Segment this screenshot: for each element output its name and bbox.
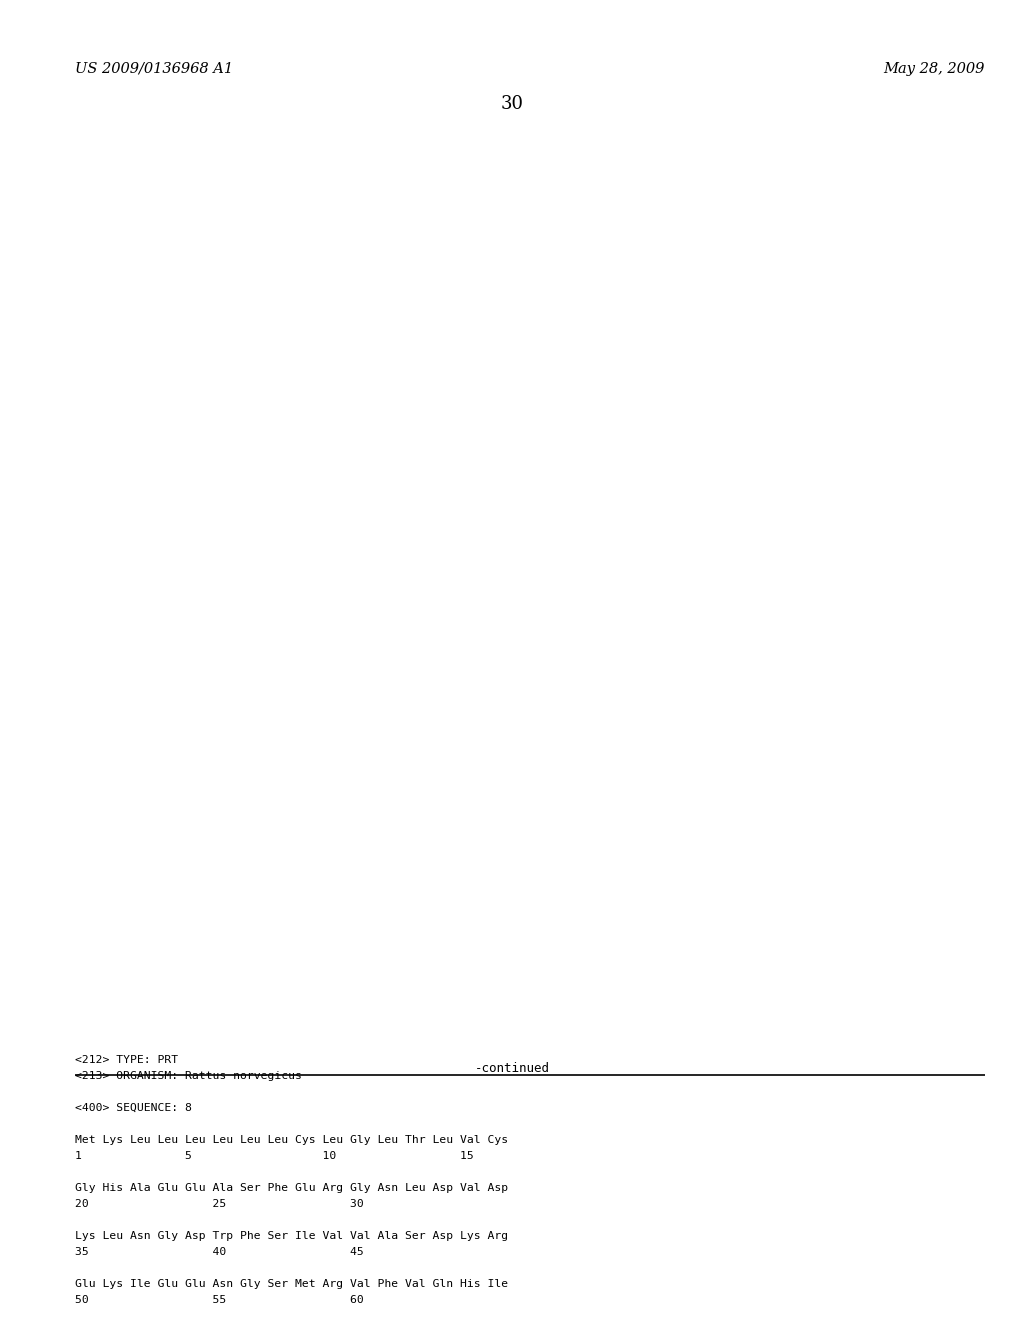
Text: <213> ORGANISM: Rattus norvegicus: <213> ORGANISM: Rattus norvegicus bbox=[75, 1071, 302, 1081]
Text: US 2009/0136968 A1: US 2009/0136968 A1 bbox=[75, 62, 233, 77]
Text: 35                  40                  45: 35 40 45 bbox=[75, 1246, 364, 1257]
Text: <400> SEQUENCE: 8: <400> SEQUENCE: 8 bbox=[75, 1104, 191, 1113]
Text: <212> TYPE: PRT: <212> TYPE: PRT bbox=[75, 1055, 178, 1065]
Text: Lys Leu Asn Gly Asp Trp Phe Ser Ile Val Val Ala Ser Asp Lys Arg: Lys Leu Asn Gly Asp Trp Phe Ser Ile Val … bbox=[75, 1230, 508, 1241]
Text: 20                  25                  30: 20 25 30 bbox=[75, 1199, 364, 1209]
Text: -continued: -continued bbox=[474, 1063, 550, 1074]
Text: Met Lys Leu Leu Leu Leu Leu Leu Cys Leu Gly Leu Thr Leu Val Cys: Met Lys Leu Leu Leu Leu Leu Leu Cys Leu … bbox=[75, 1135, 508, 1144]
Text: Glu Lys Ile Glu Glu Asn Gly Ser Met Arg Val Phe Val Gln His Ile: Glu Lys Ile Glu Glu Asn Gly Ser Met Arg … bbox=[75, 1279, 508, 1288]
Text: Gly His Ala Glu Glu Ala Ser Phe Glu Arg Gly Asn Leu Asp Val Asp: Gly His Ala Glu Glu Ala Ser Phe Glu Arg … bbox=[75, 1183, 508, 1193]
Text: 50                  55                  60: 50 55 60 bbox=[75, 1295, 364, 1304]
Text: 30: 30 bbox=[501, 95, 523, 114]
Text: May 28, 2009: May 28, 2009 bbox=[884, 62, 985, 77]
Text: 1               5                   10                  15: 1 5 10 15 bbox=[75, 1151, 474, 1160]
